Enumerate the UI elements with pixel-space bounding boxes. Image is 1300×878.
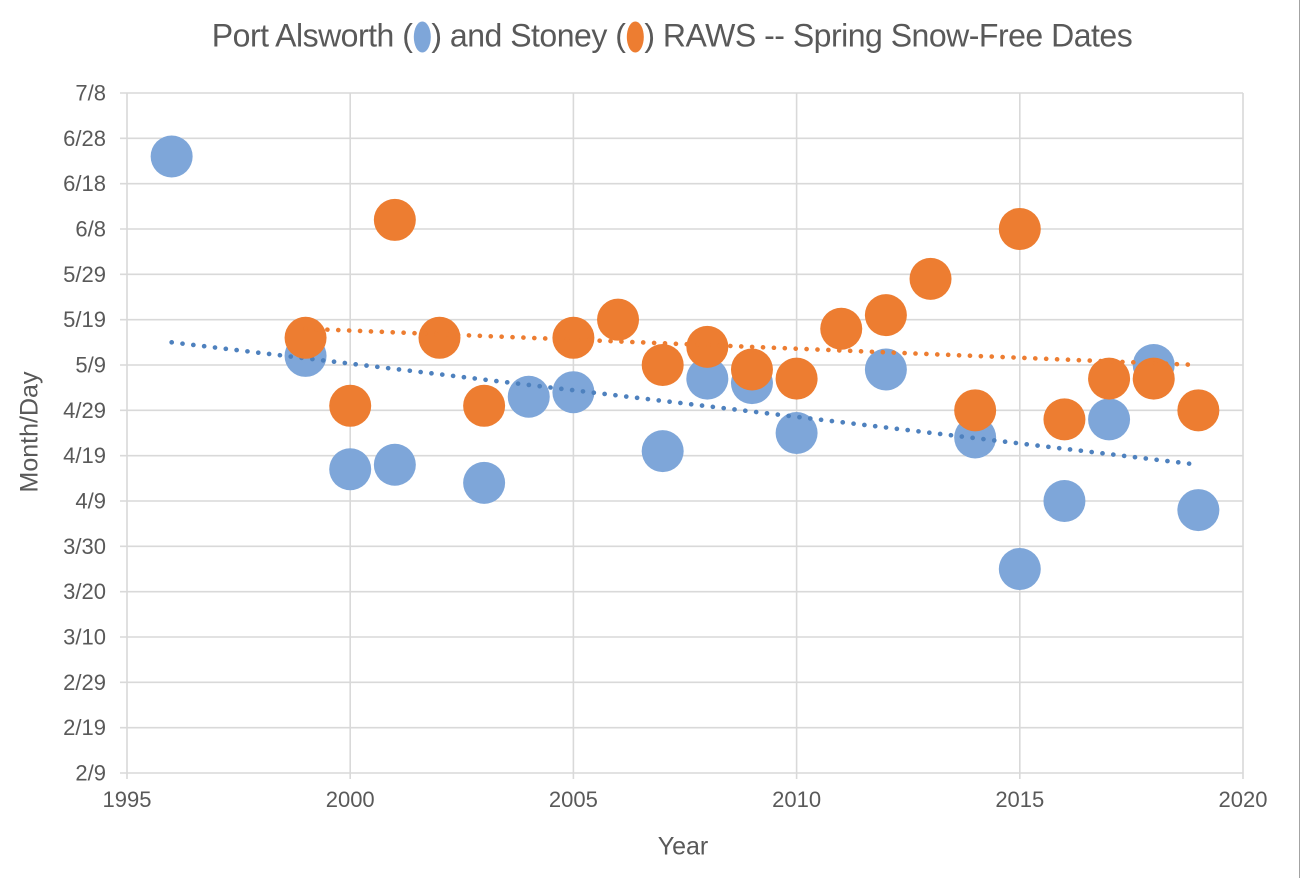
data-point-stoney-2009 — [730, 348, 773, 391]
chart-title-text-3: ) RAWS -- Spring Snow-Free Dates — [644, 17, 1133, 54]
chart-title-text-1: Port Alsworth ( — [211, 17, 413, 54]
data-point-port-alsworth-2017 — [1088, 398, 1131, 441]
data-point-stoney-2005 — [552, 316, 595, 359]
data-point-port-alsworth-2005 — [552, 371, 595, 414]
y-tick-label: 3/30 — [63, 534, 106, 559]
y-tick-label: 6/8 — [75, 217, 106, 242]
data-point-port-alsworth-2008 — [686, 357, 729, 400]
y-tick-label: 6/28 — [63, 126, 106, 151]
data-point-stoney-2002 — [418, 316, 461, 359]
y-tick-label: 2/9 — [75, 761, 106, 786]
data-point-stoney-1999 — [284, 316, 327, 359]
trendline-port-alsworth — [169, 340, 1201, 468]
data-point-stoney-2011 — [820, 307, 863, 350]
data-point-stoney-2016 — [1043, 398, 1086, 441]
x-tick-label: 2020 — [1219, 787, 1268, 812]
chart-title-text-2: ) and Stoney ( — [431, 17, 626, 54]
y-tick-label: 2/19 — [63, 715, 106, 740]
x-tick-label: 2015 — [995, 787, 1044, 812]
data-point-stoney-2013 — [909, 257, 952, 300]
trendline-stoney — [303, 326, 1201, 368]
data-point-port-alsworth-2001 — [373, 443, 416, 486]
y-tick-label: 4/19 — [63, 443, 106, 468]
data-point-port-alsworth-2016 — [1043, 480, 1086, 522]
y-tick-label: 5/9 — [75, 353, 106, 378]
x-axis-title: Year — [657, 832, 709, 861]
data-point-stoney-2000 — [329, 384, 372, 427]
data-point-port-alsworth-2010 — [775, 412, 818, 454]
title-port-alsworth-marker-icon — [413, 21, 431, 53]
x-tick-label: 1995 — [103, 787, 152, 812]
y-tick-label: 5/19 — [63, 307, 106, 332]
data-point-port-alsworth-2007 — [641, 430, 684, 473]
data-point-stoney-2010 — [775, 357, 818, 400]
data-point-port-alsworth-2004 — [507, 375, 550, 418]
y-tick-label: 3/10 — [63, 625, 106, 650]
data-point-stoney-2006 — [597, 298, 640, 341]
x-tick-label: 2005 — [549, 787, 598, 812]
y-tick-label: 2/29 — [63, 670, 106, 695]
y-tick-label: 6/18 — [63, 171, 106, 196]
y-tick-label: 7/8 — [75, 81, 106, 106]
data-point-port-alsworth-2019 — [1177, 489, 1220, 532]
y-tick-label: 5/29 — [63, 262, 106, 287]
data-point-stoney-2001 — [373, 198, 416, 241]
x-tick-label: 2000 — [326, 787, 375, 812]
data-point-port-alsworth-2003 — [463, 461, 506, 504]
y-axis-title: Month/Day — [15, 371, 44, 493]
data-point-stoney-2015 — [998, 208, 1041, 250]
chart-title: Port Alsworth ( ) and Stoney ( ) RAWS --… — [211, 17, 1133, 55]
data-point-stoney-2007 — [641, 344, 684, 386]
x-tick-label: 2010 — [772, 787, 821, 812]
data-point-stoney-2014 — [954, 389, 997, 432]
data-point-stoney-2017 — [1088, 357, 1131, 400]
data-point-port-alsworth-2015 — [998, 548, 1041, 590]
data-point-stoney-2003 — [463, 384, 506, 427]
data-point-port-alsworth-1996 — [150, 135, 193, 178]
data-point-stoney-2018 — [1132, 357, 1175, 400]
y-tick-label: 3/20 — [63, 579, 106, 604]
data-point-stoney-2012 — [864, 294, 907, 337]
y-tick-label: 4/9 — [75, 489, 106, 514]
data-point-port-alsworth-2012 — [864, 348, 907, 391]
data-point-stoney-2019 — [1177, 389, 1220, 432]
y-tick-label: 4/29 — [63, 398, 106, 423]
data-point-port-alsworth-2000 — [329, 448, 372, 491]
title-stoney-marker-icon — [626, 21, 644, 53]
